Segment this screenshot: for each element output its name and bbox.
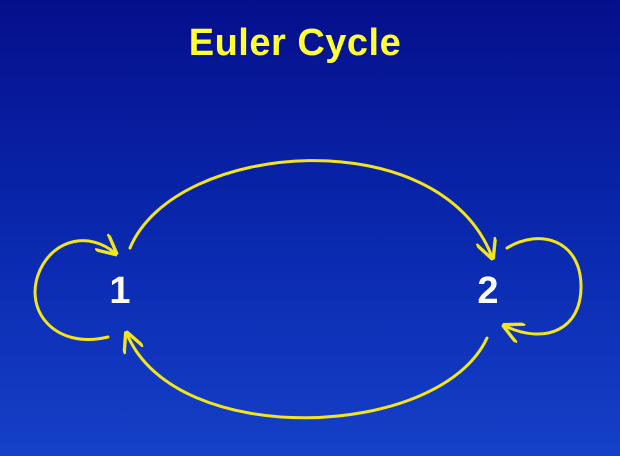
node-1-label: 1: [109, 270, 130, 312]
node-2-label: 2: [477, 270, 498, 312]
slide-title: Euler Cycle: [188, 22, 402, 64]
edge-2-to-1: [127, 334, 489, 420]
edge-1-to-2: [128, 159, 492, 257]
edge-self-loop-1: [33, 241, 115, 341]
edge-self-loop-2: [505, 237, 583, 334]
